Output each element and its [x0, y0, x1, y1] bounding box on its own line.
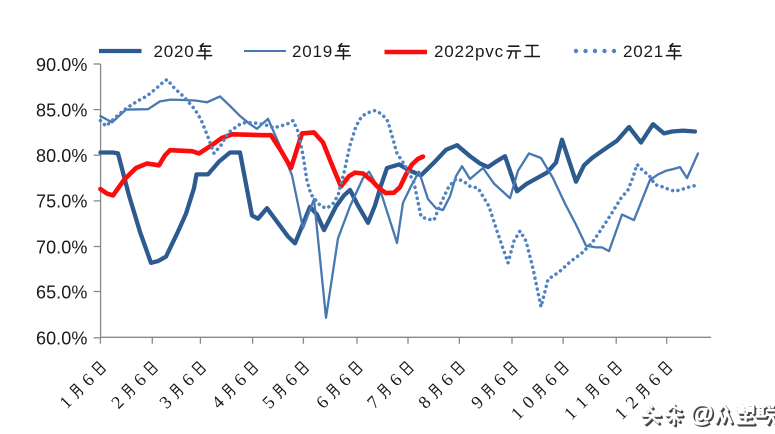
- svg-text:75.0%: 75.0%: [36, 192, 88, 212]
- svg-text:2021: 2021: [623, 42, 664, 61]
- svg-text:70.0%: 70.0%: [36, 237, 88, 257]
- svg-text:60.0%: 60.0%: [36, 329, 88, 349]
- svg-text:90.0%: 90.0%: [36, 55, 88, 75]
- svg-text:85.0%: 85.0%: [36, 100, 88, 120]
- svg-text:@: @: [690, 400, 714, 427]
- svg-text:2020: 2020: [154, 42, 195, 61]
- svg-text:2019: 2019: [292, 42, 333, 61]
- svg-text:65.0%: 65.0%: [36, 282, 88, 302]
- svg-text:@: @: [690, 401, 714, 428]
- svg-text:@: @: [691, 402, 715, 429]
- svg-text:80.0%: 80.0%: [36, 146, 88, 166]
- svg-text:2022pvc: 2022pvc: [434, 42, 504, 61]
